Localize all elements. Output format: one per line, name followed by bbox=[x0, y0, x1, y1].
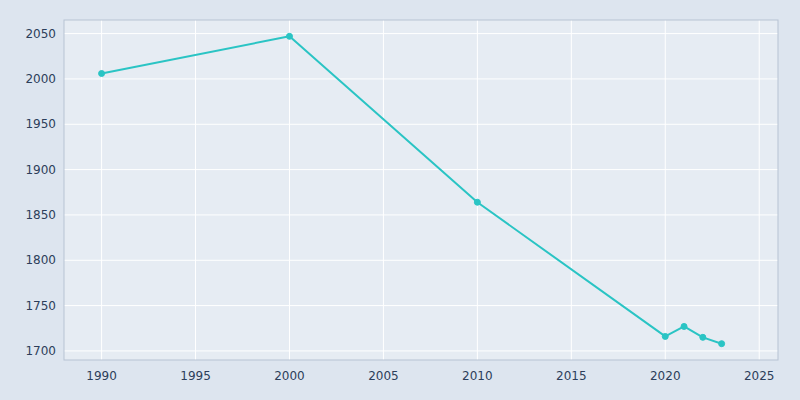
y-tick-label: 1800 bbox=[25, 253, 56, 267]
chart-container: 1990 1995 2000 2005 2010 2015 2020 2025 1700 1750… bbox=[0, 0, 800, 400]
line bbox=[102, 36, 722, 343]
point bbox=[99, 70, 105, 76]
point bbox=[700, 334, 706, 340]
y-tick-label: 1700 bbox=[25, 344, 56, 358]
chart-svg: 1990 1995 2000 2005 2010 2015 2020 2025 1700 1750… bbox=[0, 0, 800, 400]
x-grid-line bbox=[195, 20, 196, 360]
point bbox=[719, 341, 725, 347]
y-grid-line bbox=[64, 124, 778, 125]
x-tick-label: 2005 bbox=[368, 369, 399, 383]
y-tick-label: 1950 bbox=[25, 117, 56, 131]
plot-frame bbox=[64, 20, 778, 360]
plot-background bbox=[64, 20, 778, 360]
point bbox=[474, 199, 480, 205]
x-tick-label: 1990 bbox=[86, 369, 117, 383]
x-grid-line bbox=[383, 20, 384, 360]
y-tick-label: 1750 bbox=[25, 299, 56, 313]
y-grid-line bbox=[64, 78, 778, 79]
data-layer bbox=[99, 33, 725, 346]
point bbox=[681, 323, 687, 329]
x-tick-label: 1995 bbox=[180, 369, 211, 383]
y-grid-line bbox=[64, 305, 778, 306]
y-tick-label: 2000 bbox=[25, 72, 56, 86]
y-grid-line bbox=[64, 33, 778, 34]
tick-labels: 1990 1995 2000 2005 2010 2015 2020 2025 1700 1750… bbox=[25, 27, 774, 383]
x-tick-label: 2010 bbox=[462, 369, 493, 383]
point bbox=[662, 333, 668, 339]
x-tick-label: 2015 bbox=[556, 369, 587, 383]
x-tick-label: 2020 bbox=[650, 369, 681, 383]
point bbox=[286, 33, 292, 39]
x-tick-label: 2025 bbox=[744, 369, 775, 383]
y-tick-label: 2050 bbox=[25, 27, 56, 41]
x-grid-line bbox=[289, 20, 290, 360]
y-grid-line bbox=[64, 350, 778, 351]
x-tick-label: 2000 bbox=[274, 369, 305, 383]
grid bbox=[64, 20, 778, 360]
y-grid-line bbox=[64, 169, 778, 170]
x-grid-line bbox=[571, 20, 572, 360]
y-tick-label: 1900 bbox=[25, 163, 56, 177]
y-grid-line bbox=[64, 260, 778, 261]
x-grid-line bbox=[477, 20, 478, 360]
x-grid-line bbox=[665, 20, 666, 360]
y-tick-label: 1850 bbox=[25, 208, 56, 222]
x-grid-line bbox=[759, 20, 760, 360]
y-grid-line bbox=[64, 214, 778, 215]
